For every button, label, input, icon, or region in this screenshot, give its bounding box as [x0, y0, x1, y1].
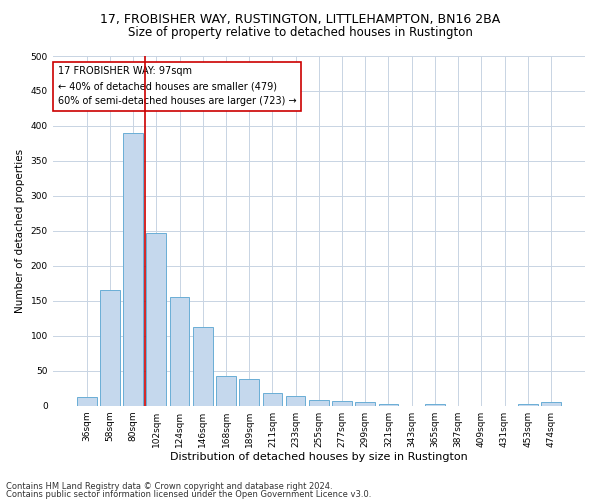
- Text: Contains HM Land Registry data © Crown copyright and database right 2024.: Contains HM Land Registry data © Crown c…: [6, 482, 332, 491]
- Bar: [309, 400, 329, 406]
- Bar: [100, 290, 120, 406]
- Bar: [332, 401, 352, 406]
- Bar: [170, 298, 190, 406]
- Text: 17 FROBISHER WAY: 97sqm
← 40% of detached houses are smaller (479)
60% of semi-d: 17 FROBISHER WAY: 97sqm ← 40% of detache…: [58, 66, 296, 106]
- Bar: [123, 133, 143, 406]
- Bar: [193, 328, 212, 406]
- Text: Size of property relative to detached houses in Rustington: Size of property relative to detached ho…: [128, 26, 472, 39]
- Bar: [425, 404, 445, 406]
- Text: Contains public sector information licensed under the Open Government Licence v3: Contains public sector information licen…: [6, 490, 371, 499]
- Text: 17, FROBISHER WAY, RUSTINGTON, LITTLEHAMPTON, BN16 2BA: 17, FROBISHER WAY, RUSTINGTON, LITTLEHAM…: [100, 12, 500, 26]
- Bar: [286, 396, 305, 406]
- Y-axis label: Number of detached properties: Number of detached properties: [15, 149, 25, 313]
- Bar: [379, 404, 398, 406]
- Bar: [216, 376, 236, 406]
- Bar: [263, 393, 282, 406]
- Bar: [518, 404, 538, 406]
- Bar: [146, 233, 166, 406]
- Bar: [541, 402, 561, 406]
- Bar: [77, 398, 97, 406]
- X-axis label: Distribution of detached houses by size in Rustington: Distribution of detached houses by size …: [170, 452, 468, 462]
- Bar: [355, 402, 375, 406]
- Bar: [239, 379, 259, 406]
